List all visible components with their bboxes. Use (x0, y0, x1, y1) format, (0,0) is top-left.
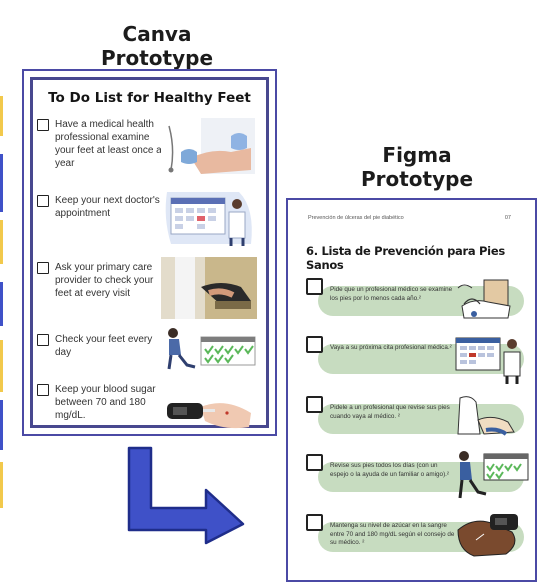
checkbox[interactable] (306, 396, 323, 413)
canva-heading-line1: Canva (122, 22, 192, 46)
side-mark-yellow (0, 220, 3, 264)
checkbox[interactable] (37, 262, 49, 274)
canva-item-text: Ask your primary care provider to check … (55, 262, 154, 299)
figma-item-text: Pide que un profesional médico se examin… (330, 286, 453, 302)
checkbox[interactable] (37, 384, 49, 396)
checkbox[interactable] (37, 119, 49, 131)
doctor-examining-foot-icon (161, 118, 255, 174)
arrow-right-icon (127, 446, 245, 545)
glucose-meter-icon (457, 514, 518, 557)
figma-item-text: Revise sus pies todos los días (con un e… (330, 462, 450, 478)
side-mark-yellow (0, 462, 3, 508)
figma-item-text: Pidele a un profesional que revise sus p… (330, 404, 450, 420)
figma-prototype-card: Prevención de úlceras del pie diabético … (286, 198, 537, 582)
figma-item-5: Mantenga su nivel de azúcar en la sangre… (306, 514, 526, 560)
figma-heading-line2: Prototype (360, 167, 474, 191)
figma-item-4: Revise sus pies todos los días (con un e… (306, 451, 529, 500)
calendar-doctor-icon (165, 192, 252, 246)
checkbox[interactable] (37, 195, 49, 207)
checkbox[interactable] (306, 454, 323, 471)
provider-checking-foot-icon (457, 396, 515, 436)
side-mark-blue (0, 400, 3, 450)
canva-item-text: Keep your next doctor's appointment (55, 195, 160, 219)
canva-prototype-card: To Do List for Healthy Feet Have a medic… (22, 69, 277, 436)
figma-item-3: Pidele a un profesional que revise sus p… (306, 396, 526, 442)
calendar-doctor-icon (455, 337, 521, 384)
figma-title: 6. Lista de Prevención para Pies Sanos (306, 244, 505, 272)
figma-item-text: Vaya a su próxima cita profesional médic… (330, 344, 452, 351)
provider-checking-foot-icon (161, 257, 257, 319)
figma-page-number: 07 (504, 215, 511, 221)
canva-title: To Do List for Healthy Feet (48, 90, 251, 106)
figma-item-text: Mantenga su nivel de azúcar en la sangre… (330, 522, 455, 547)
person-checking-feet-calendar-icon (167, 328, 256, 370)
doctor-examining-foot-icon (457, 279, 511, 319)
canva-item-text: Have a medical health professional exami… (55, 119, 162, 169)
checkbox[interactable] (306, 514, 323, 531)
side-mark-yellow (0, 340, 3, 392)
canva-heading: Canva Prototype (92, 22, 222, 70)
figma-heading: Figma Prototype (352, 143, 482, 191)
side-mark-yellow (0, 96, 3, 136)
checkbox[interactable] (306, 278, 323, 295)
checkbox[interactable] (306, 336, 323, 353)
canva-item-text: Keep your blood sugar between 70 and 180… (55, 384, 156, 421)
side-mark-blue (0, 154, 3, 212)
figma-item-2: Vaya a su próxima cita profesional médic… (306, 336, 526, 384)
person-checking-feet-calendar-icon (458, 451, 529, 499)
figma-heading-line1: Figma (382, 143, 452, 167)
glucose-meter-icon (167, 403, 251, 429)
canva-item-text: Check your feet every day (55, 334, 153, 358)
canva-inner-frame: To Do List for Healthy Feet Have a medic… (30, 77, 269, 429)
checkbox[interactable] (37, 334, 49, 346)
figma-header: Prevención de úlceras del pie diabético (308, 215, 404, 221)
figma-item-1: Pide que un profesional médico se examin… (306, 278, 526, 324)
side-mark-blue (0, 282, 3, 326)
canva-heading-line2: Prototype (100, 46, 214, 70)
